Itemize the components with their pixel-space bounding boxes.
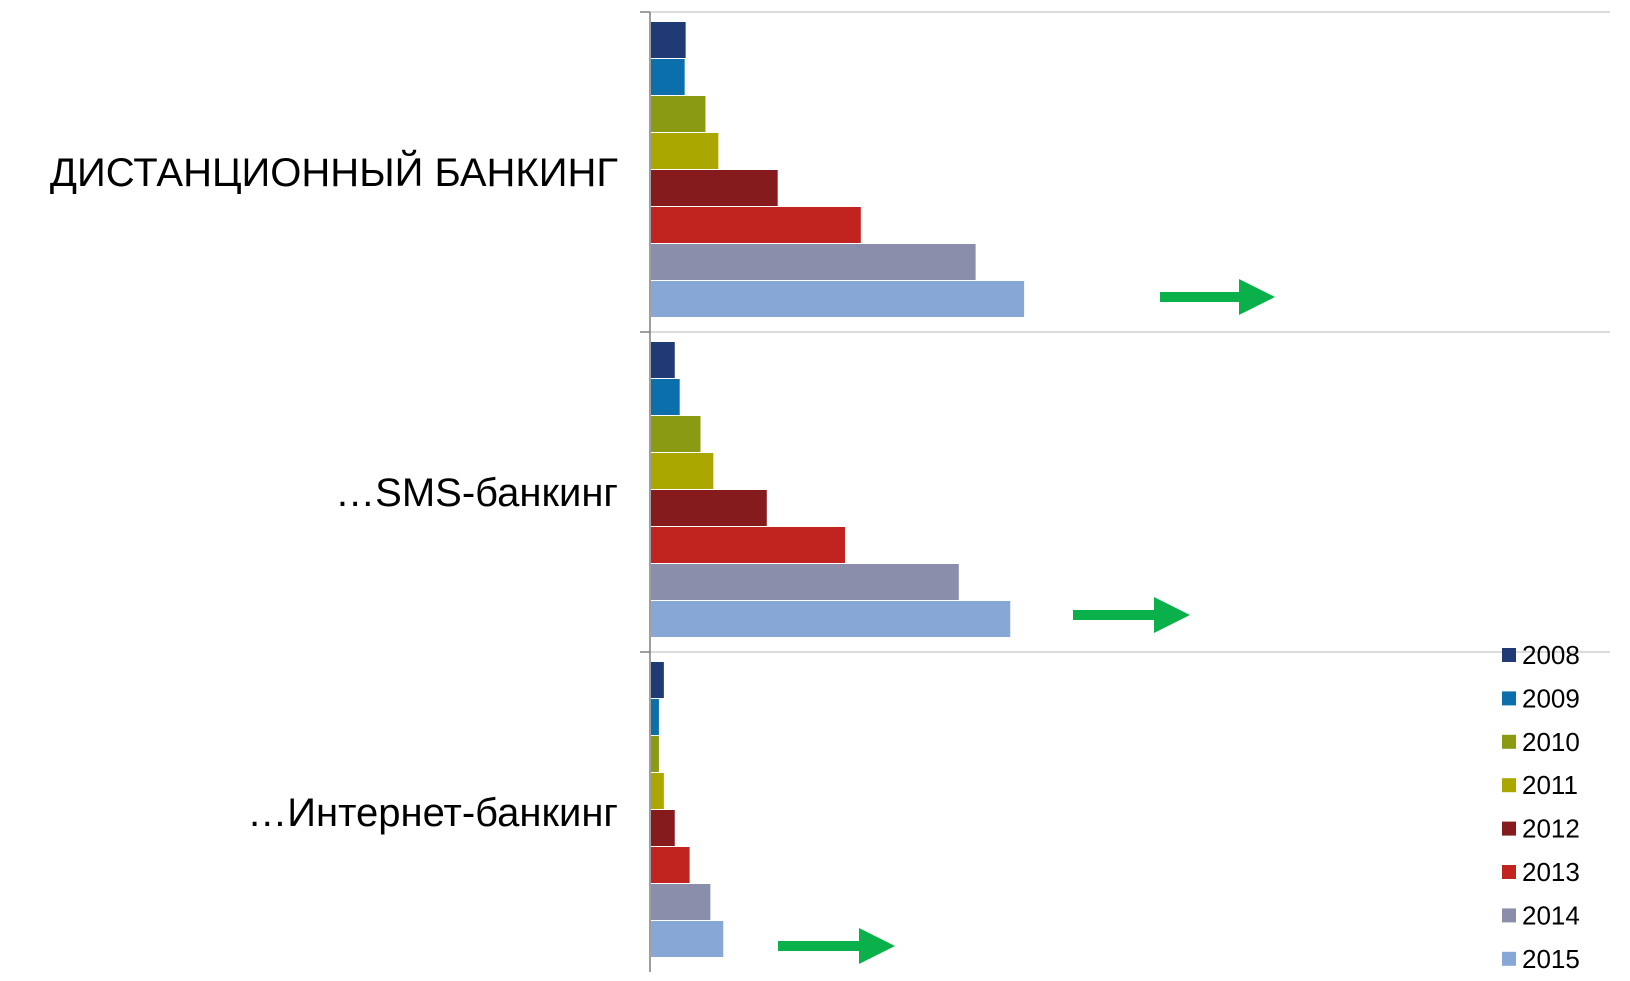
bar-2015 — [651, 601, 1011, 637]
bar-2014 — [651, 884, 711, 920]
category-label: ДИСТАНЦИОННЫЙ БАНКИНГ — [50, 149, 618, 195]
bar-2012 — [651, 170, 778, 206]
trend-arrow-icon — [778, 928, 895, 964]
legend-label: 2013 — [1522, 857, 1580, 887]
legend-swatch — [1502, 951, 1516, 966]
legend-swatch — [1502, 821, 1516, 836]
legend-label: 2015 — [1522, 944, 1580, 974]
bar-2015 — [651, 921, 724, 957]
bar-2013 — [651, 847, 690, 883]
bar-2008 — [651, 22, 686, 58]
bar-2009 — [651, 59, 685, 95]
legend-swatch — [1502, 865, 1516, 879]
category-label: …Интернет-банкинг — [247, 791, 618, 835]
bar-2008 — [651, 662, 664, 698]
legend-swatch — [1502, 908, 1516, 923]
bar-2013 — [651, 207, 861, 243]
legend-label: 2011 — [1522, 770, 1578, 800]
bar-2008 — [651, 342, 675, 378]
bar-2013 — [651, 527, 845, 563]
bar-2014 — [651, 244, 976, 280]
trend-arrow-icon — [1160, 279, 1275, 315]
legend-swatch — [1502, 734, 1516, 749]
bar-2009 — [651, 379, 680, 415]
bar-2012 — [651, 810, 675, 846]
legend-swatch — [1502, 691, 1516, 706]
bar-2011 — [651, 773, 664, 809]
legend-label: 2008 — [1522, 640, 1580, 670]
legend-swatch — [1502, 778, 1516, 793]
legend-label: 2010 — [1522, 727, 1580, 757]
bar-2010 — [651, 96, 706, 132]
category-label: …SMS-банкинг — [335, 471, 618, 515]
trend-arrow-icon — [1073, 597, 1190, 633]
legend-label: 2009 — [1522, 683, 1580, 713]
bar-2011 — [651, 453, 714, 489]
legend-swatch — [1502, 648, 1516, 662]
legend-label: 2012 — [1522, 814, 1580, 844]
bar-2014 — [651, 564, 959, 600]
bar-2009 — [651, 699, 659, 735]
bar-2010 — [651, 736, 659, 772]
bar-2011 — [651, 133, 719, 169]
bar-2012 — [651, 490, 767, 526]
bar-2015 — [651, 281, 1025, 317]
bar-2010 — [651, 416, 701, 452]
legend-label: 2014 — [1522, 900, 1580, 930]
